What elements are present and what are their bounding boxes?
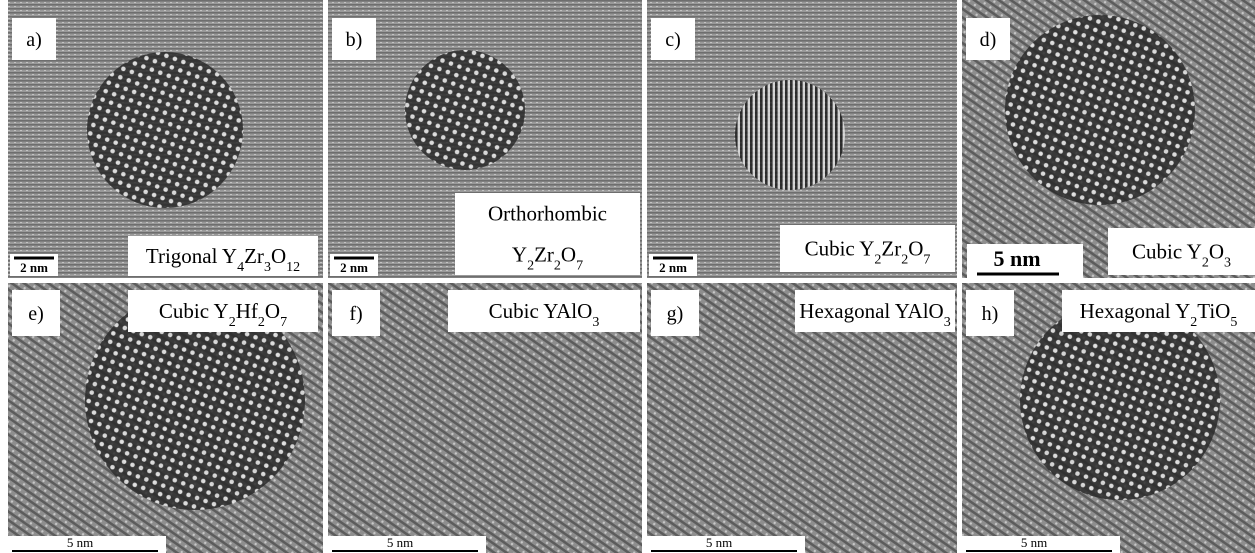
caption-subscript: 2 (874, 252, 881, 267)
caption-segment: Cubic YAlO (489, 299, 593, 323)
scale-label: 5 nm (993, 246, 1040, 271)
caption-segment: Zr (881, 237, 901, 261)
caption-subscript: 2 (258, 315, 265, 330)
caption-subscript: 3 (944, 315, 951, 330)
panel: f) Cubic YAlO3 5 nm (328, 283, 642, 553)
caption-subscript: 3 (264, 260, 271, 275)
panel-label: c) (665, 29, 681, 51)
scale-label: 5 nm (706, 535, 732, 550)
particle (87, 52, 243, 208)
caption-segment: O (561, 243, 576, 267)
caption-segment: O (908, 237, 923, 261)
panel-label: f) (349, 303, 362, 325)
caption-subscript: 2 (527, 258, 534, 273)
caption-segment: Zr (534, 243, 554, 267)
panel-label: g) (667, 303, 684, 325)
panel: a) Trigonal Y4Zr3O12 2 nm (8, 0, 323, 278)
caption-segment: Cubic Y (1132, 240, 1202, 264)
scale-label: 2 nm (20, 260, 48, 275)
scale-label: 5 nm (387, 535, 413, 550)
caption-segment: O (1209, 240, 1224, 264)
scale-label: 2 nm (659, 260, 687, 275)
panel-label: b) (346, 29, 363, 51)
scale-label: 5 nm (1021, 535, 1047, 550)
caption-segment: Orthorhombic (488, 202, 607, 226)
caption-subscript: 12 (286, 260, 300, 275)
caption-segment: Hf (236, 299, 258, 323)
caption-subscript: 2 (1202, 255, 1209, 270)
caption-segment: Hexagonal YAlO (799, 299, 943, 323)
caption-text: Orthorhombic (488, 202, 607, 226)
caption-subscript: 7 (923, 252, 930, 267)
caption-segment: Zr (244, 244, 264, 268)
caption-segment: O (265, 299, 280, 323)
panel: g) Hexagonal YAlO3 5 nm (647, 283, 957, 553)
caption-subscript: 4 (237, 260, 244, 275)
caption-subscript: 7 (280, 315, 287, 330)
caption-subscript: 5 (1230, 315, 1237, 330)
particle (690, 310, 910, 530)
panel: d) Cubic Y2O3 5 nm (962, 0, 1255, 278)
caption-segment: Hexagonal Y (1080, 299, 1191, 323)
caption-segment: O (271, 244, 286, 268)
scale-label: 2 nm (340, 260, 368, 275)
particle (370, 310, 570, 510)
caption-segment: Y (512, 243, 527, 267)
caption-segment: Trigonal Y (146, 244, 237, 268)
caption-subscript: 3 (592, 315, 599, 330)
caption-subscript: 2 (1190, 315, 1197, 330)
caption-segment: TiO (1197, 299, 1230, 323)
caption-segment: Cubic Y (805, 237, 875, 261)
panel-label: h) (982, 303, 999, 325)
panel: h) Hexagonal Y2TiO5 5 nm (962, 283, 1255, 553)
caption-segment: Cubic Y (159, 299, 229, 323)
caption-subscript: 2 (554, 258, 561, 273)
caption-subscript: 7 (576, 258, 583, 273)
panel-label: a) (26, 29, 42, 51)
particle (735, 80, 845, 190)
caption-subscript: 2 (229, 315, 236, 330)
figure: a)Trigonal Y4Zr3O122 nmb)OrthorhombicY2Z… (0, 0, 1255, 553)
panel-label: e) (28, 303, 44, 325)
caption-subscript: 3 (1224, 255, 1231, 270)
panel-label: d) (980, 29, 997, 51)
scale-label: 5 nm (67, 535, 93, 550)
caption-subscript: 2 (901, 252, 908, 267)
particle (405, 50, 525, 170)
particle (1005, 15, 1195, 205)
